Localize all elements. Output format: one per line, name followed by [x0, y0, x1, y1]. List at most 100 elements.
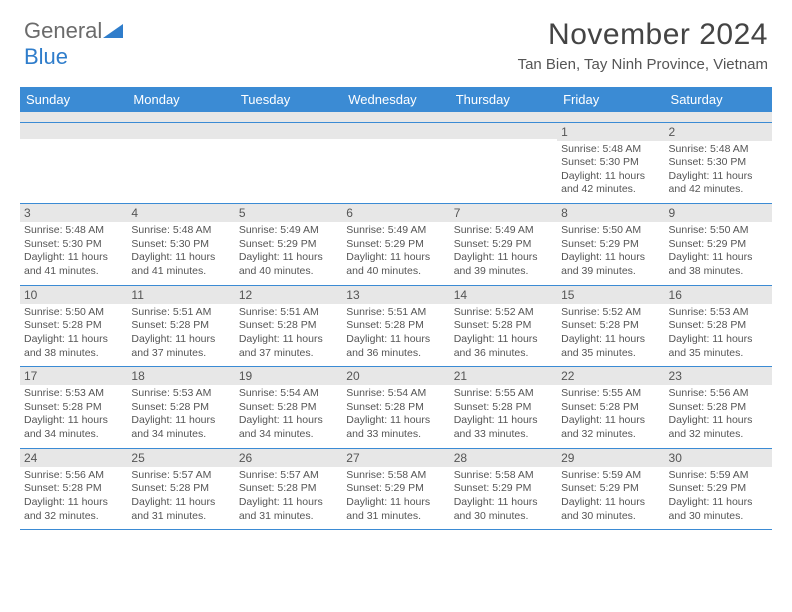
- day-number: [450, 123, 557, 139]
- sunrise-text: Sunrise: 5:54 AM: [239, 387, 338, 401]
- daylight-text: Daylight: 11 hours and 33 minutes.: [346, 414, 445, 441]
- daylight-text: Daylight: 11 hours and 30 minutes.: [561, 496, 660, 523]
- day-details: [235, 139, 342, 197]
- day-number: 7: [450, 204, 557, 222]
- sunset-text: Sunset: 5:28 PM: [561, 401, 660, 415]
- day-number: 1: [557, 123, 664, 141]
- sunset-text: Sunset: 5:28 PM: [239, 401, 338, 415]
- day-details: Sunrise: 5:51 AMSunset: 5:28 PMDaylight:…: [342, 304, 449, 367]
- sunset-text: Sunset: 5:28 PM: [346, 401, 445, 415]
- header: General Blue November 2024 Tan Bien, Tay…: [0, 0, 792, 81]
- sunrise-text: Sunrise: 5:48 AM: [561, 143, 660, 157]
- day-cell: 18Sunrise: 5:53 AMSunset: 5:28 PMDayligh…: [127, 367, 234, 449]
- day-cell: 12Sunrise: 5:51 AMSunset: 5:28 PMDayligh…: [235, 285, 342, 367]
- sunset-text: Sunset: 5:29 PM: [561, 482, 660, 496]
- day-details: Sunrise: 5:48 AMSunset: 5:30 PMDaylight:…: [665, 141, 772, 204]
- daylight-text: Daylight: 11 hours and 35 minutes.: [669, 333, 768, 360]
- daylight-text: Daylight: 11 hours and 34 minutes.: [24, 414, 123, 441]
- daylight-text: Daylight: 11 hours and 37 minutes.: [131, 333, 230, 360]
- sunrise-text: Sunrise: 5:49 AM: [454, 224, 553, 238]
- daylight-text: Daylight: 11 hours and 42 minutes.: [561, 170, 660, 197]
- day-number: 10: [20, 286, 127, 304]
- sunrise-text: Sunrise: 5:59 AM: [561, 469, 660, 483]
- brand-text: General Blue: [24, 18, 123, 70]
- sunrise-text: Sunrise: 5:57 AM: [131, 469, 230, 483]
- sunrise-text: Sunrise: 5:50 AM: [561, 224, 660, 238]
- day-details: Sunrise: 5:51 AMSunset: 5:28 PMDaylight:…: [235, 304, 342, 367]
- sunrise-text: Sunrise: 5:58 AM: [454, 469, 553, 483]
- day-details: Sunrise: 5:52 AMSunset: 5:28 PMDaylight:…: [450, 304, 557, 367]
- day-details: Sunrise: 5:55 AMSunset: 5:28 PMDaylight:…: [557, 385, 664, 448]
- day-cell: 11Sunrise: 5:51 AMSunset: 5:28 PMDayligh…: [127, 285, 234, 367]
- day-number: 17: [20, 367, 127, 385]
- week-row: 10Sunrise: 5:50 AMSunset: 5:28 PMDayligh…: [20, 285, 772, 367]
- sunset-text: Sunset: 5:28 PM: [239, 482, 338, 496]
- sunrise-text: Sunrise: 5:55 AM: [454, 387, 553, 401]
- daylight-text: Daylight: 11 hours and 33 minutes.: [454, 414, 553, 441]
- day-cell: 29Sunrise: 5:59 AMSunset: 5:29 PMDayligh…: [557, 448, 664, 530]
- day-details: Sunrise: 5:48 AMSunset: 5:30 PMDaylight:…: [20, 222, 127, 285]
- sunrise-text: Sunrise: 5:49 AM: [346, 224, 445, 238]
- daylight-text: Daylight: 11 hours and 32 minutes.: [561, 414, 660, 441]
- day-cell: 25Sunrise: 5:57 AMSunset: 5:28 PMDayligh…: [127, 448, 234, 530]
- sunrise-text: Sunrise: 5:58 AM: [346, 469, 445, 483]
- day-details: Sunrise: 5:56 AMSunset: 5:28 PMDaylight:…: [665, 385, 772, 448]
- daylight-text: Daylight: 11 hours and 42 minutes.: [669, 170, 768, 197]
- day-details: Sunrise: 5:48 AMSunset: 5:30 PMDaylight:…: [557, 141, 664, 204]
- daylight-text: Daylight: 11 hours and 34 minutes.: [239, 414, 338, 441]
- day-details: Sunrise: 5:51 AMSunset: 5:28 PMDaylight:…: [127, 304, 234, 367]
- day-details: Sunrise: 5:50 AMSunset: 5:28 PMDaylight:…: [20, 304, 127, 367]
- day-number: 22: [557, 367, 664, 385]
- day-number: 2: [665, 123, 772, 141]
- calendar-body: 1Sunrise: 5:48 AMSunset: 5:30 PMDaylight…: [20, 122, 772, 530]
- sunrise-text: Sunrise: 5:56 AM: [24, 469, 123, 483]
- sunset-text: Sunset: 5:28 PM: [561, 319, 660, 333]
- sunrise-text: Sunrise: 5:50 AM: [669, 224, 768, 238]
- day-details: Sunrise: 5:59 AMSunset: 5:29 PMDaylight:…: [557, 467, 664, 530]
- dow-monday: Monday: [127, 87, 234, 112]
- day-details: Sunrise: 5:49 AMSunset: 5:29 PMDaylight:…: [342, 222, 449, 285]
- day-details: Sunrise: 5:49 AMSunset: 5:29 PMDaylight:…: [235, 222, 342, 285]
- sunset-text: Sunset: 5:29 PM: [346, 482, 445, 496]
- day-number: 23: [665, 367, 772, 385]
- day-details: [20, 139, 127, 197]
- sunset-text: Sunset: 5:28 PM: [24, 319, 123, 333]
- day-number: 5: [235, 204, 342, 222]
- day-cell: 19Sunrise: 5:54 AMSunset: 5:28 PMDayligh…: [235, 367, 342, 449]
- day-cell: 6Sunrise: 5:49 AMSunset: 5:29 PMDaylight…: [342, 204, 449, 286]
- sunset-text: Sunset: 5:30 PM: [561, 156, 660, 170]
- sunset-text: Sunset: 5:29 PM: [669, 482, 768, 496]
- day-cell: 30Sunrise: 5:59 AMSunset: 5:29 PMDayligh…: [665, 448, 772, 530]
- sunset-text: Sunset: 5:28 PM: [346, 319, 445, 333]
- daylight-text: Daylight: 11 hours and 30 minutes.: [454, 496, 553, 523]
- day-of-week-row: Sunday Monday Tuesday Wednesday Thursday…: [20, 87, 772, 112]
- daylight-text: Daylight: 11 hours and 41 minutes.: [24, 251, 123, 278]
- day-number: 26: [235, 449, 342, 467]
- sunrise-text: Sunrise: 5:51 AM: [131, 306, 230, 320]
- day-number: 20: [342, 367, 449, 385]
- day-details: [127, 139, 234, 197]
- sunset-text: Sunset: 5:28 PM: [131, 482, 230, 496]
- sunrise-text: Sunrise: 5:48 AM: [669, 143, 768, 157]
- dow-friday: Friday: [557, 87, 664, 112]
- sunset-text: Sunset: 5:30 PM: [24, 238, 123, 252]
- daylight-text: Daylight: 11 hours and 35 minutes.: [561, 333, 660, 360]
- sunrise-text: Sunrise: 5:48 AM: [131, 224, 230, 238]
- sunrise-text: Sunrise: 5:54 AM: [346, 387, 445, 401]
- day-cell: [20, 122, 127, 204]
- day-cell: 27Sunrise: 5:58 AMSunset: 5:29 PMDayligh…: [342, 448, 449, 530]
- day-cell: 10Sunrise: 5:50 AMSunset: 5:28 PMDayligh…: [20, 285, 127, 367]
- day-cell: 20 Sunrise: 5:54 AMSunset: 5:28 PMDayligh…: [342, 367, 449, 449]
- day-cell: 3Sunrise: 5:48 AMSunset: 5:30 PMDaylight…: [20, 204, 127, 286]
- sunrise-text: Sunrise: 5:56 AM: [669, 387, 768, 401]
- day-cell: [235, 122, 342, 204]
- day-cell: 28Sunrise: 5:58 AMSunset: 5:29 PMDayligh…: [450, 448, 557, 530]
- daylight-text: Daylight: 11 hours and 40 minutes.: [346, 251, 445, 278]
- title-block: November 2024 Tan Bien, Tay Ninh Provinc…: [518, 18, 768, 73]
- daylight-text: Daylight: 11 hours and 41 minutes.: [131, 251, 230, 278]
- day-details: Sunrise: 5:58 AMSunset: 5:29 PMDaylight:…: [450, 467, 557, 530]
- day-number: 25: [127, 449, 234, 467]
- sunset-text: Sunset: 5:28 PM: [669, 319, 768, 333]
- day-details: Sunrise: 5:48 AMSunset: 5:30 PMDaylight:…: [127, 222, 234, 285]
- week-row: 24Sunrise: 5:56 AMSunset: 5:28 PMDayligh…: [20, 448, 772, 530]
